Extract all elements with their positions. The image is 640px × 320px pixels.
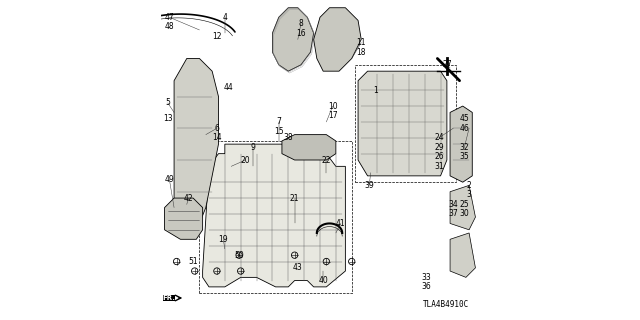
Text: 51: 51 xyxy=(188,257,198,266)
Text: 13: 13 xyxy=(163,114,173,123)
Text: 36: 36 xyxy=(421,282,431,292)
Polygon shape xyxy=(314,8,361,71)
Text: 38: 38 xyxy=(284,133,293,142)
Text: 12: 12 xyxy=(212,32,221,41)
Text: 40: 40 xyxy=(318,276,328,285)
Text: 47: 47 xyxy=(164,13,174,22)
Text: 6: 6 xyxy=(214,124,220,133)
Polygon shape xyxy=(450,106,472,182)
Text: 11: 11 xyxy=(356,38,366,47)
Text: 31: 31 xyxy=(434,162,444,171)
Text: 43: 43 xyxy=(293,263,303,272)
Text: TLA4B4910C: TLA4B4910C xyxy=(423,300,469,309)
Text: 10: 10 xyxy=(328,101,337,111)
Text: 3: 3 xyxy=(467,190,472,199)
Polygon shape xyxy=(273,8,314,71)
Text: 48: 48 xyxy=(164,22,174,31)
Text: 19: 19 xyxy=(218,235,228,244)
Text: 18: 18 xyxy=(356,48,366,57)
Text: 42: 42 xyxy=(184,194,193,203)
Text: 24: 24 xyxy=(434,133,444,142)
Text: 35: 35 xyxy=(460,152,469,161)
Text: 45: 45 xyxy=(460,114,469,123)
Text: 34: 34 xyxy=(449,200,458,209)
Text: 5: 5 xyxy=(165,99,170,108)
Text: 27: 27 xyxy=(442,60,452,69)
Text: 41: 41 xyxy=(336,219,346,228)
Polygon shape xyxy=(450,233,476,277)
Text: 26: 26 xyxy=(434,152,444,161)
Text: 16: 16 xyxy=(296,28,306,38)
Polygon shape xyxy=(164,198,203,239)
Text: 25: 25 xyxy=(460,200,469,209)
Text: 15: 15 xyxy=(274,127,284,136)
Text: 2: 2 xyxy=(467,181,472,190)
Text: 30: 30 xyxy=(460,209,469,219)
Text: 4: 4 xyxy=(222,13,227,22)
Polygon shape xyxy=(450,185,476,230)
Text: 9: 9 xyxy=(251,143,256,152)
Polygon shape xyxy=(203,144,346,287)
Bar xyxy=(200,141,352,293)
Text: 17: 17 xyxy=(328,111,337,120)
Text: 50: 50 xyxy=(234,251,244,260)
Text: 29: 29 xyxy=(434,143,444,152)
Text: 20: 20 xyxy=(241,156,250,164)
Text: 21: 21 xyxy=(290,194,300,203)
Text: 37: 37 xyxy=(449,209,458,219)
Text: 22: 22 xyxy=(321,156,331,164)
Bar xyxy=(355,65,456,182)
Polygon shape xyxy=(282,135,336,160)
Text: 14: 14 xyxy=(212,133,221,142)
Text: 1: 1 xyxy=(373,86,378,95)
Bar xyxy=(163,295,175,301)
Polygon shape xyxy=(174,59,218,223)
Text: FR.: FR. xyxy=(163,295,175,301)
Text: 8: 8 xyxy=(299,19,303,28)
Text: 7: 7 xyxy=(276,117,281,126)
Text: 44: 44 xyxy=(223,83,233,92)
Polygon shape xyxy=(358,71,447,176)
Text: 32: 32 xyxy=(460,143,469,152)
Text: 33: 33 xyxy=(421,273,431,282)
Text: 49: 49 xyxy=(164,174,174,184)
Text: 39: 39 xyxy=(364,181,374,190)
Text: 46: 46 xyxy=(460,124,469,133)
